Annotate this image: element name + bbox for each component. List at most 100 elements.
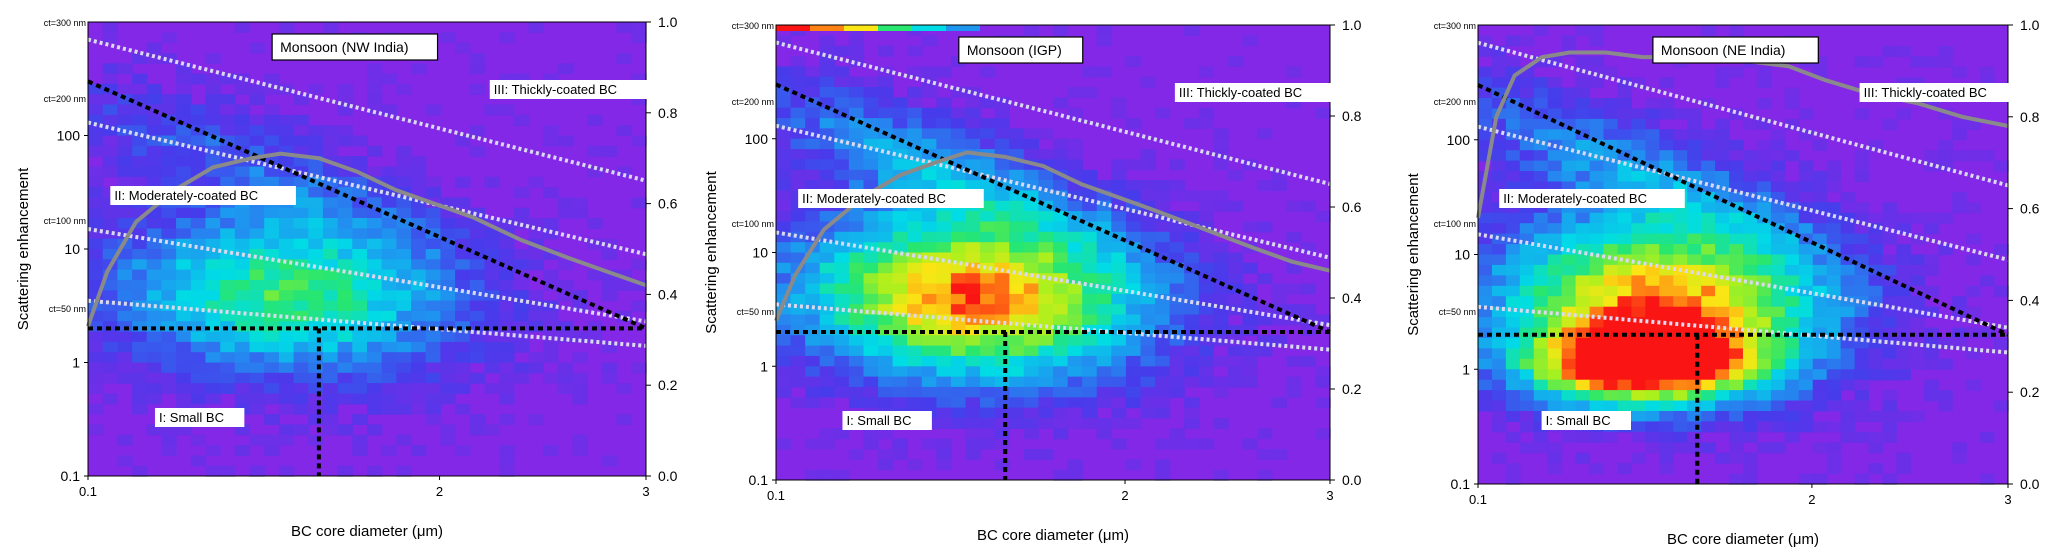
heatmap-cell xyxy=(1505,108,1521,120)
heatmap-cell xyxy=(337,135,353,147)
heatmap-cell xyxy=(1082,231,1098,243)
heatmap-cell xyxy=(1053,180,1069,191)
heatmap-cell xyxy=(1715,181,1730,193)
heatmap-cell xyxy=(367,290,383,302)
heatmap-cell xyxy=(848,335,865,347)
heatmap-cell xyxy=(132,249,148,260)
heatmap-cell xyxy=(863,397,879,409)
heatmap-cell xyxy=(776,283,792,295)
heatmap-cell xyxy=(863,283,879,295)
heatmap-cell xyxy=(1673,400,1688,412)
stripe-cell xyxy=(844,25,878,31)
heatmap-cell xyxy=(907,262,923,274)
heatmap-cell xyxy=(1729,212,1744,224)
heatmap-cell xyxy=(322,145,339,157)
heatmap-cell xyxy=(249,321,265,333)
heatmap-cell xyxy=(234,176,251,188)
heatmap-cell xyxy=(1519,369,1535,381)
heatmap-cell xyxy=(1213,138,1229,150)
heatmap-cell xyxy=(102,73,118,85)
heatmap-cell xyxy=(1067,242,1083,254)
heatmap-cell xyxy=(1082,293,1098,305)
heatmap-cell xyxy=(1826,160,1842,172)
heatmap-cell xyxy=(631,300,647,312)
heatmap-cell xyxy=(146,280,162,291)
heatmap-cell xyxy=(1896,244,1911,256)
heatmap-cell xyxy=(1038,211,1054,222)
heatmap-cell xyxy=(132,135,148,147)
heatmap-cell xyxy=(907,149,923,160)
heatmap-cell xyxy=(499,249,515,260)
heatmap-cell xyxy=(1213,386,1229,398)
x-axis-title: BC core diameter (μm) xyxy=(977,527,1129,544)
heatmap-cell xyxy=(1840,358,1856,370)
heatmap-cell xyxy=(1812,264,1828,276)
heatmap-cell xyxy=(102,331,118,343)
heatmap-cell xyxy=(1478,233,1493,245)
heatmap-cell xyxy=(1053,355,1069,367)
heatmap-cell xyxy=(396,259,412,271)
heatmap-cell xyxy=(102,135,118,147)
heatmap-cell xyxy=(1009,138,1025,150)
heatmap-cell xyxy=(994,459,1010,471)
heatmap-cell xyxy=(88,249,104,260)
heatmap-cell xyxy=(1478,348,1493,360)
heatmap-cell xyxy=(1053,366,1069,378)
heatmap-cell xyxy=(1067,314,1083,326)
heatmap-cell xyxy=(1868,139,1883,151)
heatmap-cell xyxy=(234,445,251,456)
heatmap-cell xyxy=(1701,171,1716,182)
heatmap-cell xyxy=(1271,283,1287,295)
heatmap-cell xyxy=(1257,304,1273,316)
heatmap-cell xyxy=(805,169,821,181)
heatmap-cell xyxy=(1994,244,2009,256)
heatmap-cell xyxy=(1631,254,1646,266)
heatmap-cell xyxy=(1519,358,1535,370)
heatmap-cell xyxy=(322,383,339,394)
heatmap-cell xyxy=(1561,223,1577,235)
heatmap-cell xyxy=(1561,98,1577,109)
heatmap-cell xyxy=(834,335,850,347)
heatmap-cell xyxy=(1561,317,1577,329)
heatmap-cell xyxy=(102,156,118,167)
heatmap-cell xyxy=(1213,314,1229,326)
heatmap-cell xyxy=(1589,233,1605,245)
heatmap-cell xyxy=(1096,242,1112,254)
heatmap-cell xyxy=(1938,400,1953,412)
heatmap-cell xyxy=(411,372,427,384)
heatmap-cell xyxy=(1561,369,1577,381)
heatmap-cell xyxy=(1910,275,1925,287)
heatmap-cell xyxy=(425,310,441,322)
heatmap-cell xyxy=(264,414,280,425)
heatmap-cell xyxy=(1715,358,1730,370)
heatmap-cell xyxy=(1125,335,1142,347)
heatmap-cell xyxy=(1547,77,1563,89)
heatmap-cell xyxy=(1575,181,1591,193)
heatmap-cell xyxy=(1896,369,1911,381)
heatmap-cell xyxy=(264,383,280,394)
heatmap-cell xyxy=(863,366,879,378)
heatmap-cell xyxy=(352,259,368,271)
heatmap-cell xyxy=(921,345,937,357)
heatmap-cell xyxy=(863,293,879,305)
heatmap-cell xyxy=(249,42,265,54)
heatmap-cell xyxy=(1645,442,1660,454)
heatmap-cell xyxy=(1505,171,1521,182)
heatmap-cell xyxy=(161,300,177,312)
heatmap-cell xyxy=(102,218,118,229)
heatmap-cell xyxy=(176,259,192,271)
heatmap-cell xyxy=(1603,285,1618,297)
heatmap-cell xyxy=(1519,275,1535,287)
heatmap-cell xyxy=(455,341,471,353)
heatmap-cell xyxy=(1756,118,1772,130)
heatmap-cell xyxy=(936,355,952,367)
heatmap-cell xyxy=(278,372,295,384)
heatmap-cell xyxy=(1575,379,1591,391)
heatmap-cell xyxy=(1645,421,1660,433)
fraction-line xyxy=(774,150,1331,322)
heatmap-cell xyxy=(1023,190,1039,202)
heatmap-cell xyxy=(190,372,207,384)
heatmap-cell xyxy=(278,114,295,126)
heatmap-cell xyxy=(469,424,486,436)
heatmap-cell xyxy=(1854,390,1870,402)
